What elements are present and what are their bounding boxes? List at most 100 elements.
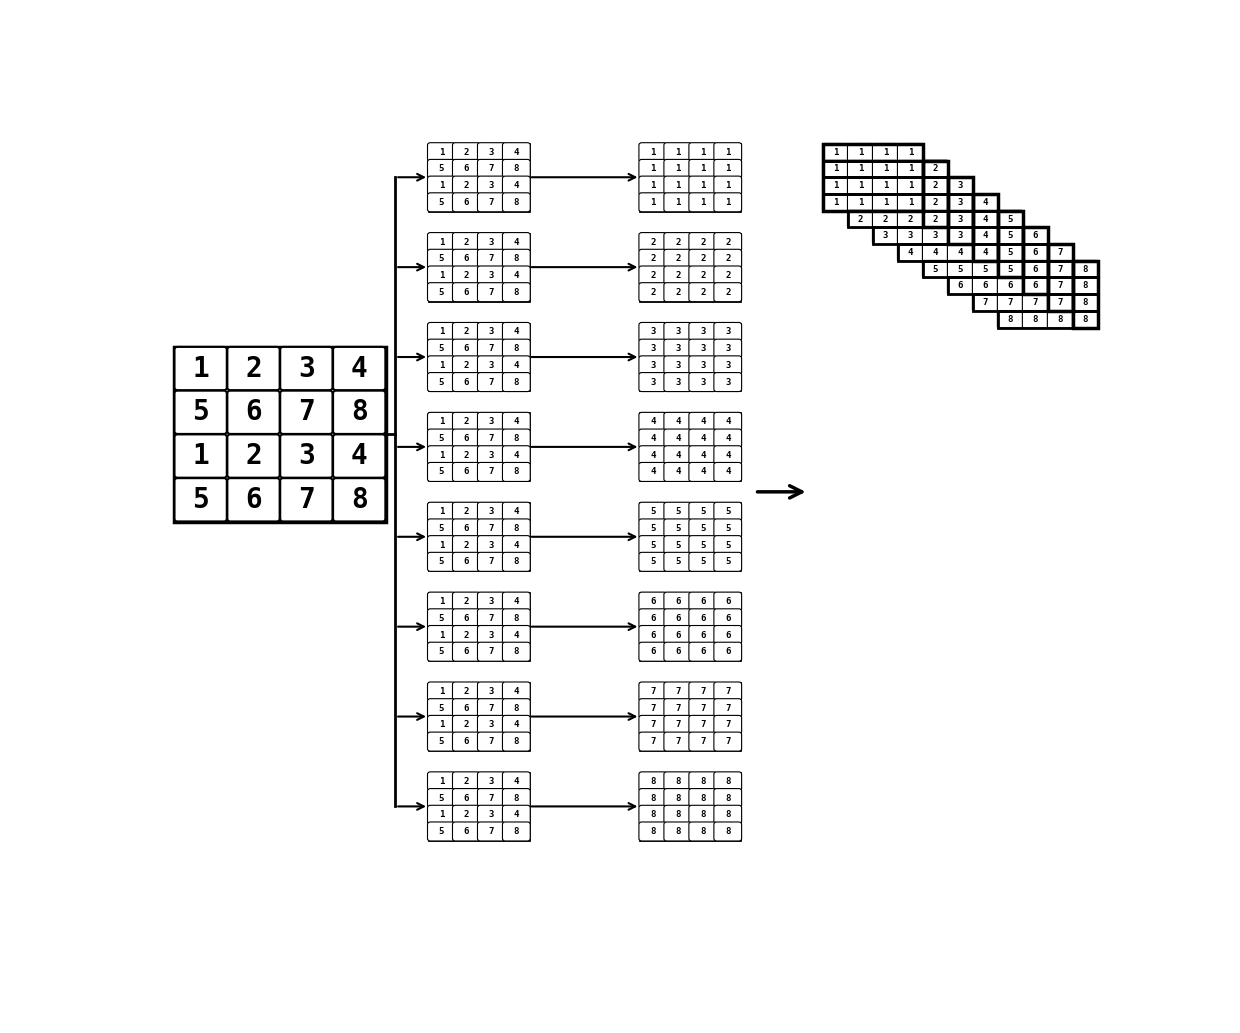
Text: 3: 3 — [957, 231, 963, 241]
Bar — [429, 683, 528, 750]
Text: 1: 1 — [439, 597, 444, 606]
FancyBboxPatch shape — [663, 806, 692, 824]
Text: 4: 4 — [650, 434, 656, 443]
Text: 4: 4 — [513, 777, 520, 786]
Text: 4: 4 — [513, 630, 520, 639]
FancyBboxPatch shape — [477, 356, 505, 375]
FancyBboxPatch shape — [453, 283, 480, 302]
FancyBboxPatch shape — [453, 232, 480, 252]
Text: 5: 5 — [439, 648, 444, 656]
Text: 6: 6 — [1033, 248, 1038, 257]
Text: 8: 8 — [701, 827, 706, 836]
Text: 4: 4 — [513, 417, 520, 427]
FancyBboxPatch shape — [502, 265, 531, 285]
Text: 2: 2 — [701, 238, 706, 247]
FancyBboxPatch shape — [428, 373, 455, 392]
FancyBboxPatch shape — [453, 502, 480, 522]
Text: 8: 8 — [1008, 315, 1013, 323]
FancyBboxPatch shape — [477, 322, 505, 342]
Text: 6: 6 — [1033, 281, 1038, 290]
FancyBboxPatch shape — [689, 373, 717, 392]
Text: 4: 4 — [650, 468, 656, 476]
FancyBboxPatch shape — [714, 283, 742, 302]
FancyBboxPatch shape — [477, 536, 505, 555]
Text: 5: 5 — [675, 507, 681, 516]
Text: 2: 2 — [464, 238, 469, 247]
FancyBboxPatch shape — [663, 682, 692, 701]
FancyBboxPatch shape — [898, 160, 924, 178]
FancyBboxPatch shape — [689, 249, 717, 269]
Text: 6: 6 — [464, 793, 469, 803]
FancyBboxPatch shape — [502, 788, 531, 808]
FancyBboxPatch shape — [663, 143, 692, 162]
Text: 6: 6 — [464, 648, 469, 656]
FancyBboxPatch shape — [428, 143, 455, 162]
Text: 6: 6 — [725, 597, 730, 606]
FancyBboxPatch shape — [477, 608, 505, 628]
FancyBboxPatch shape — [663, 373, 692, 392]
FancyBboxPatch shape — [334, 390, 386, 434]
FancyBboxPatch shape — [428, 429, 455, 448]
FancyBboxPatch shape — [428, 446, 455, 465]
FancyBboxPatch shape — [972, 260, 998, 278]
FancyBboxPatch shape — [639, 592, 667, 612]
FancyBboxPatch shape — [502, 536, 531, 555]
FancyBboxPatch shape — [428, 643, 455, 661]
Text: 4: 4 — [513, 271, 520, 280]
FancyBboxPatch shape — [689, 772, 717, 791]
Bar — [429, 773, 528, 840]
FancyBboxPatch shape — [280, 347, 332, 390]
Text: 4: 4 — [982, 248, 988, 257]
FancyBboxPatch shape — [689, 463, 717, 481]
Text: 5: 5 — [675, 524, 681, 533]
Bar — [823, 194, 998, 211]
FancyBboxPatch shape — [639, 283, 667, 302]
Text: 2: 2 — [650, 287, 656, 296]
FancyBboxPatch shape — [477, 283, 505, 302]
Text: 8: 8 — [513, 793, 520, 803]
Text: 8: 8 — [513, 648, 520, 656]
Bar — [174, 347, 386, 522]
FancyBboxPatch shape — [639, 772, 667, 791]
Text: 8: 8 — [725, 793, 730, 803]
Text: 6: 6 — [675, 597, 681, 606]
Text: 2: 2 — [701, 287, 706, 296]
FancyBboxPatch shape — [280, 478, 332, 522]
Text: 4: 4 — [908, 248, 913, 257]
FancyBboxPatch shape — [923, 211, 949, 227]
FancyBboxPatch shape — [1048, 260, 1073, 278]
FancyBboxPatch shape — [663, 643, 692, 661]
Text: 2: 2 — [464, 720, 469, 729]
Text: 1: 1 — [883, 148, 888, 157]
FancyBboxPatch shape — [428, 502, 455, 522]
FancyBboxPatch shape — [714, 429, 742, 448]
Bar — [823, 160, 947, 178]
Text: 8: 8 — [513, 524, 520, 533]
Bar — [1073, 260, 1097, 327]
FancyBboxPatch shape — [898, 144, 924, 161]
Text: 8: 8 — [351, 486, 367, 513]
FancyBboxPatch shape — [714, 232, 742, 252]
FancyBboxPatch shape — [714, 806, 742, 824]
FancyBboxPatch shape — [947, 177, 973, 194]
Text: 8: 8 — [675, 777, 681, 786]
Text: 5: 5 — [675, 558, 681, 566]
FancyBboxPatch shape — [898, 177, 924, 194]
Text: 7: 7 — [650, 738, 656, 746]
Text: 5: 5 — [957, 264, 963, 274]
Text: 2: 2 — [464, 687, 469, 696]
Text: 6: 6 — [464, 524, 469, 533]
FancyBboxPatch shape — [1022, 260, 1048, 278]
FancyBboxPatch shape — [663, 463, 692, 481]
Text: 4: 4 — [513, 450, 520, 460]
Bar — [873, 227, 1048, 244]
Text: 6: 6 — [464, 703, 469, 713]
FancyBboxPatch shape — [689, 322, 717, 342]
FancyBboxPatch shape — [453, 788, 480, 808]
Text: 1: 1 — [883, 181, 888, 190]
Text: 1: 1 — [650, 148, 656, 157]
Text: 4: 4 — [701, 468, 706, 476]
FancyBboxPatch shape — [663, 519, 692, 538]
FancyBboxPatch shape — [689, 682, 717, 701]
FancyBboxPatch shape — [972, 211, 998, 227]
